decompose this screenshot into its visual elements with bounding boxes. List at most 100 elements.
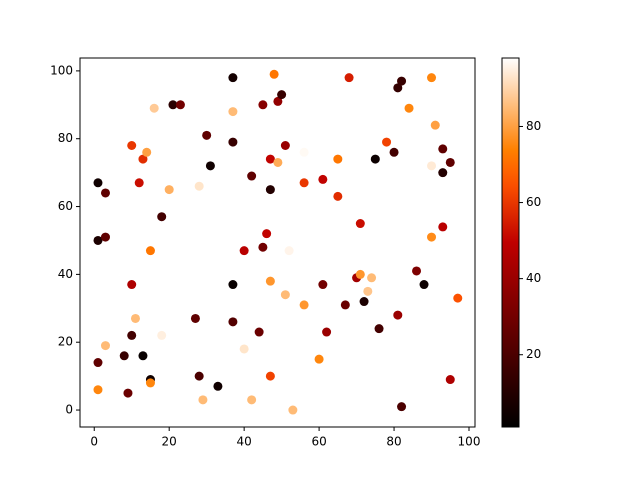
point	[265, 276, 275, 286]
point	[247, 395, 257, 405]
x-tick-label: 80	[386, 435, 401, 449]
point	[318, 280, 328, 290]
colorbar	[502, 58, 519, 427]
point	[138, 154, 148, 164]
point	[93, 358, 103, 368]
y-tick-label: 20	[58, 335, 73, 349]
point	[157, 330, 167, 340]
marks	[93, 69, 463, 415]
point	[397, 402, 407, 412]
point	[389, 147, 399, 157]
point	[205, 161, 215, 171]
point	[370, 154, 380, 164]
x-tick-label: 20	[162, 435, 177, 449]
x-tick-label: 40	[237, 435, 252, 449]
point	[427, 232, 437, 242]
point	[333, 191, 343, 201]
point	[288, 405, 298, 415]
point	[265, 371, 275, 381]
point	[445, 157, 455, 167]
point	[247, 171, 257, 181]
y-tick-label: 100	[50, 63, 73, 77]
point	[93, 235, 103, 245]
point	[397, 76, 407, 86]
colorbar-tick-label: 80	[526, 119, 541, 133]
point	[273, 96, 283, 106]
point	[427, 161, 437, 171]
point	[93, 178, 103, 188]
point	[367, 273, 377, 283]
point	[228, 137, 238, 147]
colorbar-tick-label: 60	[526, 195, 541, 209]
point	[258, 242, 268, 252]
x-tick-label: 0	[90, 435, 98, 449]
point	[269, 69, 279, 79]
point	[254, 327, 264, 337]
point	[438, 222, 448, 232]
point	[145, 246, 155, 256]
point	[138, 351, 148, 361]
point	[404, 103, 414, 113]
point	[127, 141, 137, 151]
point	[419, 280, 429, 290]
point	[265, 154, 275, 164]
point	[194, 181, 204, 191]
point	[164, 185, 174, 195]
y-tick-label: 0	[65, 403, 73, 417]
point	[100, 341, 110, 351]
point	[202, 130, 212, 140]
point	[322, 327, 332, 337]
point	[299, 300, 309, 310]
point	[344, 73, 354, 83]
point	[445, 375, 455, 385]
plot-area	[80, 58, 475, 427]
point	[194, 371, 204, 381]
point	[355, 269, 365, 279]
point	[134, 178, 144, 188]
point	[340, 300, 350, 310]
point	[93, 385, 103, 395]
point	[430, 120, 440, 130]
point	[273, 157, 283, 167]
point	[314, 354, 324, 364]
point	[175, 100, 185, 110]
colorbar-frame	[501, 57, 520, 428]
point	[213, 381, 223, 391]
point	[382, 137, 392, 147]
point	[265, 185, 275, 195]
point	[228, 317, 238, 327]
point	[427, 73, 437, 83]
point	[149, 103, 159, 113]
point	[299, 178, 309, 188]
point	[228, 73, 238, 83]
point	[374, 324, 384, 334]
point	[127, 330, 137, 340]
point	[239, 344, 249, 354]
y-tick-label: 80	[58, 131, 73, 145]
point	[359, 297, 369, 307]
point	[299, 147, 309, 157]
point	[145, 378, 155, 388]
point	[127, 280, 137, 290]
colorbar-tick-label: 40	[526, 271, 541, 285]
point	[280, 141, 290, 151]
point	[318, 174, 328, 184]
point	[412, 266, 422, 276]
point	[190, 313, 200, 323]
point	[262, 229, 272, 239]
point	[168, 100, 178, 110]
point	[453, 293, 463, 303]
point	[130, 313, 140, 323]
plot-frame	[79, 57, 476, 428]
point	[333, 154, 343, 164]
x-tick-label: 100	[458, 435, 481, 449]
y-tick-label: 40	[58, 267, 73, 281]
point	[123, 388, 133, 398]
point	[438, 144, 448, 154]
point	[228, 280, 238, 290]
point	[142, 147, 152, 157]
x-tick-label: 60	[311, 435, 326, 449]
y-tick-label: 60	[58, 199, 73, 213]
